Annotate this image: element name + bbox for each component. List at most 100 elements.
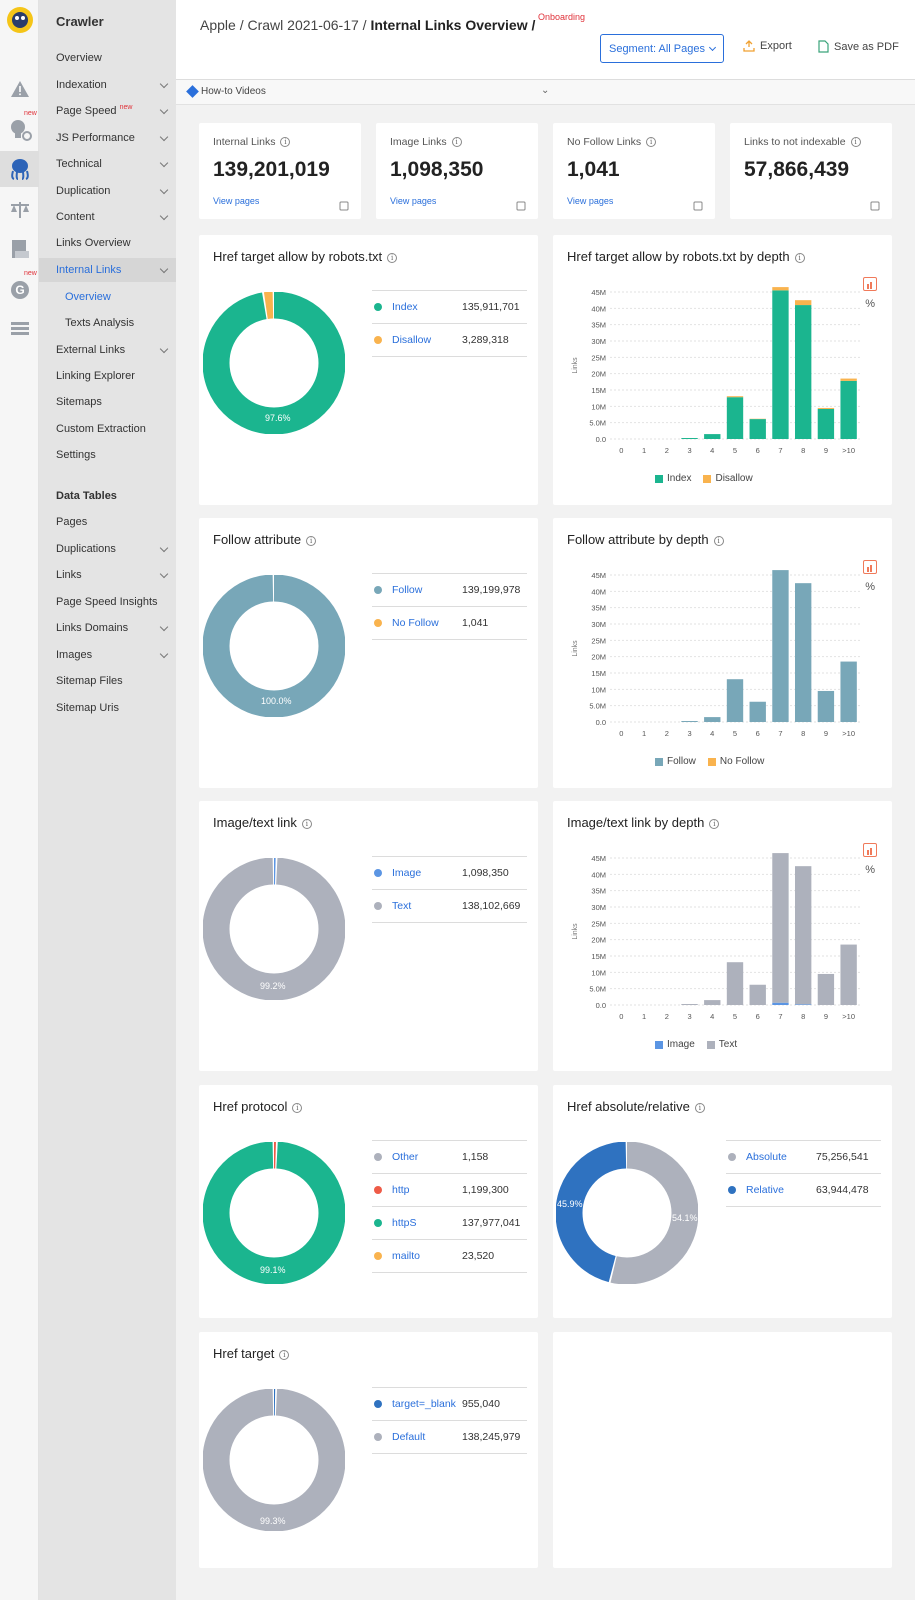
- chevron-down-icon[interactable]: [159, 264, 169, 274]
- bar-segment[interactable]: [795, 305, 812, 439]
- info-icon[interactable]: i: [387, 252, 398, 263]
- donut-slice[interactable]: [202, 574, 346, 718]
- bar-segment[interactable]: [795, 300, 812, 306]
- bar-segment[interactable]: [704, 717, 721, 722]
- legend-row[interactable]: Follow 139,199,978: [372, 573, 527, 606]
- info-icon[interactable]: i: [713, 535, 724, 546]
- bar-legend-item[interactable]: Index: [655, 473, 691, 484]
- bar-segment[interactable]: [772, 853, 789, 1003]
- data-table-icon[interactable]: [0, 311, 39, 347]
- bar-segment[interactable]: [840, 661, 857, 722]
- chevron-down-icon[interactable]: [159, 211, 169, 221]
- legend-row[interactable]: Default 138,245,979: [372, 1420, 527, 1453]
- legend-row[interactable]: Index 135,911,701: [372, 290, 527, 323]
- chart-type-icon[interactable]: [863, 843, 877, 857]
- bar-segment[interactable]: [726, 396, 744, 398]
- legend-name[interactable]: target=_blank: [392, 1397, 456, 1410]
- legend-name[interactable]: Index: [392, 300, 418, 313]
- nav-item-linking-explorer[interactable]: Linking Explorer: [39, 364, 176, 388]
- bar-segment[interactable]: [681, 438, 698, 439]
- donut-slice[interactable]: [555, 1141, 699, 1285]
- legend-name[interactable]: Other: [392, 1150, 419, 1163]
- bar-segment[interactable]: [840, 378, 857, 381]
- donut-slice[interactable]: [555, 1141, 699, 1285]
- chevron-down-icon[interactable]: [159, 622, 169, 632]
- view-pages-link[interactable]: View pages: [390, 196, 437, 206]
- chevron-down-icon[interactable]: [159, 344, 169, 354]
- legend-row[interactable]: target=_blank 955,040: [372, 1387, 527, 1420]
- legend-name[interactable]: Image: [392, 866, 422, 879]
- bar-segment[interactable]: [772, 290, 789, 439]
- bar-segment[interactable]: [726, 962, 744, 1005]
- nav-item-internal-links[interactable]: Internal Links: [39, 258, 176, 282]
- bar-segment[interactable]: [749, 701, 766, 722]
- info-icon[interactable]: i: [306, 535, 317, 546]
- bar-segment[interactable]: [681, 1004, 698, 1005]
- percent-toggle-icon[interactable]: %: [865, 581, 875, 593]
- nav-item-external-links[interactable]: External Links: [39, 338, 176, 362]
- nav-item-texts-analysis[interactable]: Texts Analysis: [39, 311, 176, 335]
- bar-segment[interactable]: [817, 408, 835, 439]
- legend-name[interactable]: No Follow: [392, 616, 439, 629]
- nav-item-overview[interactable]: Overview: [39, 285, 176, 309]
- howto-videos-bar[interactable]: How-to Videos ⌄: [176, 80, 915, 105]
- octopus-crawler-icon[interactable]: [0, 151, 39, 187]
- bar-segment[interactable]: [749, 984, 766, 1005]
- bar-segment[interactable]: [749, 419, 766, 439]
- legend-name[interactable]: mailto: [392, 1249, 421, 1262]
- nav-item-technical[interactable]: Technical: [39, 152, 176, 176]
- legend-row[interactable]: Relative 63,944,478: [726, 1173, 881, 1206]
- nav-item-page-speed-insights[interactable]: Page Speed Insights: [39, 590, 176, 614]
- info-icon[interactable]: i: [301, 818, 312, 829]
- chevron-down-icon[interactable]: [159, 105, 169, 115]
- legend-name[interactable]: http: [392, 1183, 410, 1196]
- save-pdf-button[interactable]: Save as PDF: [818, 40, 899, 53]
- expand-chevron-icon[interactable]: ⌄: [541, 85, 550, 96]
- chevron-down-icon[interactable]: [159, 185, 169, 195]
- info-icon[interactable]: i: [794, 252, 805, 263]
- legend-name[interactable]: httpS: [392, 1216, 417, 1229]
- info-icon[interactable]: i: [850, 137, 861, 148]
- crawler-logo-icon[interactable]: [0, 2, 39, 38]
- chevron-down-icon[interactable]: [159, 569, 169, 579]
- nav-item-indexation[interactable]: Indexation: [39, 73, 176, 97]
- legend-row[interactable]: Image 1,098,350: [372, 856, 527, 889]
- nav-item-js-performance[interactable]: JS Performance: [39, 126, 176, 150]
- bar-segment[interactable]: [795, 1004, 812, 1005]
- legend-name[interactable]: Absolute: [746, 1150, 787, 1163]
- bar-segment[interactable]: [726, 679, 744, 722]
- chevron-down-icon[interactable]: [159, 79, 169, 89]
- legend-row[interactable]: Text 138,102,669: [372, 889, 527, 922]
- info-icon[interactable]: i: [451, 137, 462, 148]
- info-icon[interactable]: i: [694, 1102, 705, 1113]
- bar-segment[interactable]: [795, 583, 812, 722]
- chevron-down-icon[interactable]: [159, 543, 169, 553]
- scales-icon[interactable]: [0, 192, 39, 228]
- nav-item-links-domains[interactable]: Links Domains: [39, 616, 176, 640]
- bar-segment[interactable]: [704, 434, 721, 439]
- chevron-down-icon[interactable]: [159, 158, 169, 168]
- bar-legend-item[interactable]: No Follow: [707, 756, 764, 767]
- info-icon[interactable]: i: [646, 137, 657, 148]
- nav-item-content[interactable]: Content: [39, 205, 176, 229]
- info-icon[interactable]: i: [709, 818, 720, 829]
- bar-segment[interactable]: [817, 690, 835, 722]
- legend-name[interactable]: Relative: [746, 1183, 784, 1196]
- nav-item-sitemaps[interactable]: Sitemaps: [39, 390, 176, 414]
- chevron-down-icon[interactable]: [159, 132, 169, 142]
- bar-segment[interactable]: [840, 380, 857, 439]
- donut-slice[interactable]: [202, 1141, 346, 1285]
- bar-segment[interactable]: [817, 407, 835, 409]
- donut-slice[interactable]: [202, 857, 346, 1001]
- bar-segment[interactable]: [704, 1000, 721, 1005]
- percent-toggle-icon[interactable]: %: [865, 298, 875, 310]
- info-icon[interactable]: i: [292, 1102, 303, 1113]
- bar-legend-item[interactable]: Disallow: [703, 473, 753, 484]
- legend-row[interactable]: No Follow 1,041: [372, 606, 527, 639]
- log-file-icon[interactable]: [0, 232, 39, 268]
- donut-slice[interactable]: [202, 857, 346, 1001]
- legend-name[interactable]: Text: [392, 899, 412, 912]
- nav-item-duplications[interactable]: Duplications: [39, 537, 176, 561]
- info-icon[interactable]: i: [280, 137, 291, 148]
- legend-name[interactable]: Default: [392, 1430, 426, 1443]
